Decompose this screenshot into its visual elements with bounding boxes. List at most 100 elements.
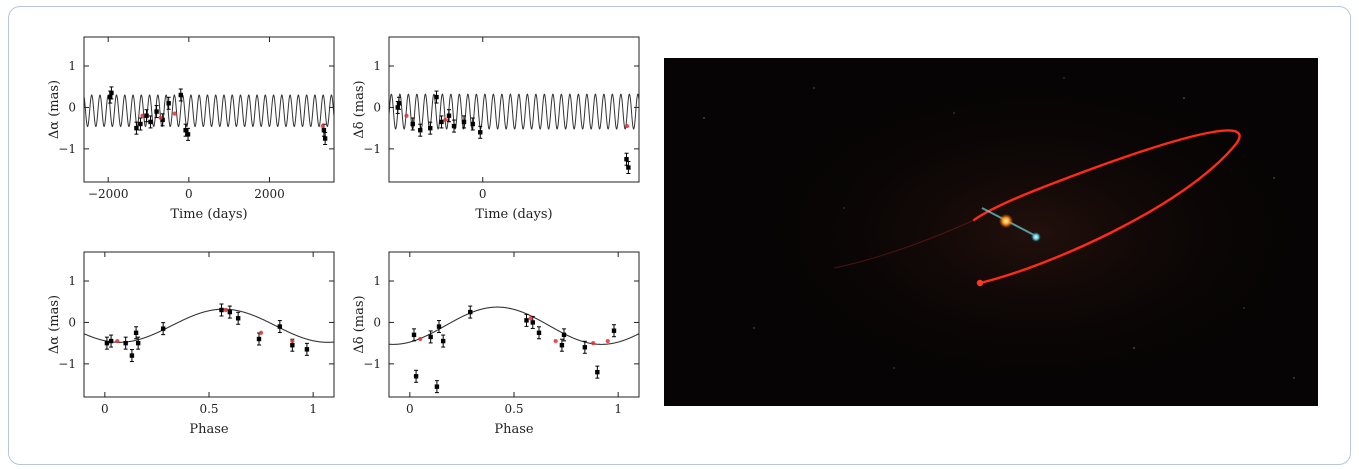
orbit-marker <box>976 279 984 287</box>
chart-panel-dec-time: 0 −1 0 1 Time (days) Δδ (mas) <box>352 25 655 230</box>
y-axis-label: Δα (mas) <box>47 295 62 354</box>
data-point <box>524 313 529 327</box>
orbit-illustration <box>664 58 1318 406</box>
plot-frame <box>83 251 335 398</box>
x-axis-label: Time (days) <box>170 207 247 222</box>
data-point <box>411 328 417 342</box>
y-axis-label: Δα (mas) <box>47 80 62 139</box>
data-point <box>418 123 423 137</box>
chart-panel-ra-time: −2000 0 2000 −1 0 1 Time (days) Δα (mas) <box>47 25 350 230</box>
data-point <box>219 303 224 317</box>
data-point <box>135 336 141 350</box>
model-curve <box>84 308 334 343</box>
data-point-red <box>172 111 177 116</box>
x-tick-label: 0 <box>185 187 193 201</box>
data-point <box>185 127 191 141</box>
data-point-red <box>258 330 264 335</box>
y-tick-label: 0 <box>68 100 76 114</box>
data-point-red <box>528 316 533 321</box>
model-curve <box>389 306 639 345</box>
x-axis-label: Phase <box>494 422 534 437</box>
x-tick-label: −2000 <box>88 187 129 201</box>
x-tick-label: 0 <box>479 187 487 201</box>
data-point <box>611 324 617 338</box>
data-point <box>536 326 542 340</box>
data-point <box>428 121 433 135</box>
data-point <box>440 334 446 348</box>
data-point <box>582 340 588 354</box>
x-tick-label: 0 <box>101 402 109 416</box>
data-point <box>138 117 143 131</box>
data-point <box>428 330 433 344</box>
companion-planet <box>1031 232 1041 242</box>
x-tick-label: 1 <box>309 402 317 416</box>
y-tick-label: 0 <box>373 315 381 329</box>
data-point <box>436 320 442 334</box>
data-point <box>166 96 171 110</box>
data-point-red <box>223 307 228 313</box>
data-point <box>451 119 457 133</box>
x-tick-label: 0.5 <box>504 402 523 416</box>
data-point <box>434 380 440 394</box>
data-point <box>446 109 452 123</box>
x-tick-label: 0.5 <box>199 402 218 416</box>
orbit-path-faint <box>833 219 975 269</box>
data-point-red <box>404 113 409 118</box>
plot-frame <box>388 251 640 398</box>
orbit-path-front <box>972 129 1241 285</box>
data-point <box>410 117 415 131</box>
data-point <box>478 125 483 139</box>
data-point-red <box>605 338 610 344</box>
y-axis-label: Δδ (mas) <box>352 295 367 353</box>
y-tick-label: 1 <box>68 274 76 288</box>
data-point <box>461 115 467 129</box>
chart-dec-phase: 0 0.5 1 −1 0 1 Phase Δδ (mas) <box>352 251 640 437</box>
data-point-red <box>553 338 558 344</box>
x-axis-label: Phase <box>189 422 229 437</box>
data-point <box>144 109 149 123</box>
x-tick-label: 0 <box>406 402 414 416</box>
data-point <box>434 90 439 104</box>
starfield <box>703 77 1295 379</box>
x-tick-label: 1 <box>614 402 622 416</box>
chart-ra-time: −2000 0 2000 −1 0 1 Time (days) Δα (mas) <box>47 36 335 222</box>
x-tick-label: 2000 <box>254 187 285 201</box>
data-point <box>235 311 241 325</box>
data-point-red <box>115 338 120 344</box>
y-tick-label: −1 <box>58 142 76 156</box>
host-star <box>999 214 1013 228</box>
model-curve <box>84 94 334 128</box>
data-point <box>154 105 159 119</box>
data-point-red <box>625 123 630 129</box>
data-point <box>104 336 110 350</box>
x-axis-label: Time (days) <box>475 207 552 222</box>
data-point <box>468 305 473 319</box>
data-point <box>439 115 444 129</box>
data-point <box>626 161 631 174</box>
background-glow <box>734 63 1318 403</box>
data-point <box>129 349 135 363</box>
data-point-red <box>140 113 145 118</box>
data-point-red <box>158 115 163 120</box>
data-point-red <box>591 341 596 346</box>
y-tick-label: 1 <box>373 274 381 288</box>
chart-panel-dec-phase: 0 0.5 1 −1 0 1 Phase Δδ (mas) <box>352 240 655 445</box>
data-point <box>227 305 233 319</box>
y-tick-label: −1 <box>58 357 76 371</box>
data-point <box>109 86 114 100</box>
data-point <box>304 342 310 356</box>
data-point-red <box>290 338 295 344</box>
data-point <box>624 152 629 166</box>
y-tick-label: 1 <box>68 59 76 73</box>
data-point-red <box>418 336 423 342</box>
data-point <box>470 117 475 131</box>
data-point <box>559 338 565 352</box>
data-point <box>178 88 183 102</box>
data-point <box>561 328 567 342</box>
data-point <box>133 326 139 340</box>
data-point <box>160 113 165 127</box>
model-curve <box>389 93 639 130</box>
plot-frame <box>388 36 640 183</box>
chart-panel-ra-phase: 0 0.5 1 −1 0 1 Phase Δα (mas) <box>47 240 350 445</box>
data-point <box>123 336 128 350</box>
